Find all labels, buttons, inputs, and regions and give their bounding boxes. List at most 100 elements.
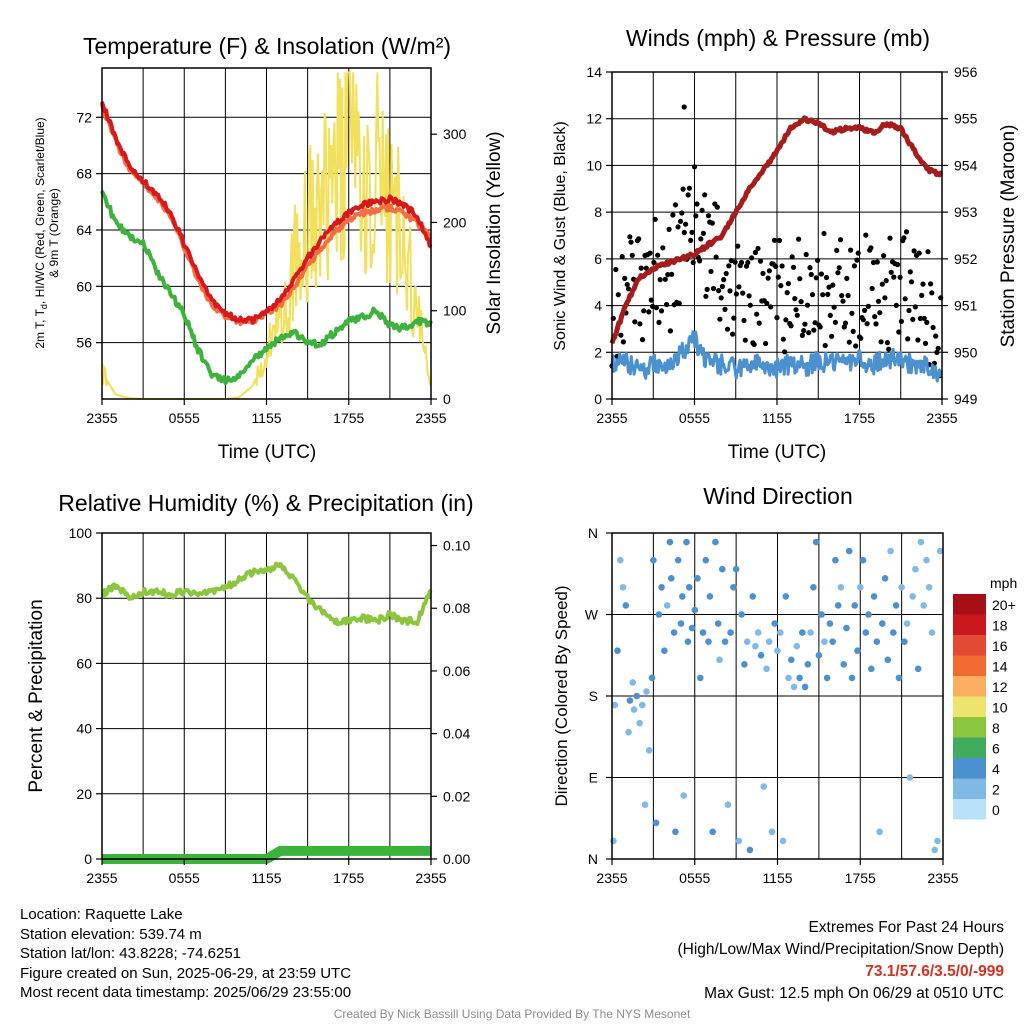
y2-tick-label: 956	[954, 64, 978, 80]
wind-direction-point	[685, 584, 693, 591]
gust-point	[851, 263, 858, 269]
gust-point	[709, 220, 715, 226]
gust-point	[872, 314, 878, 320]
gust-point	[848, 247, 854, 253]
gust-point	[920, 281, 926, 287]
gust-point	[837, 237, 844, 243]
gust-point	[864, 321, 870, 327]
wind-direction-point	[912, 565, 919, 573]
wind-direction-point	[697, 674, 704, 682]
wind-direction-point	[906, 774, 914, 781]
gust-point	[658, 308, 665, 314]
y2-tick-label: 0.04	[443, 726, 470, 742]
gust-point	[625, 286, 632, 292]
gust-point	[622, 275, 628, 281]
y2-tick-label: 953	[954, 204, 978, 220]
wind-direction-point	[691, 606, 699, 614]
wind-direction-point	[934, 837, 941, 845]
wind-direction-point	[648, 674, 656, 682]
x-tick-label: 2355	[927, 870, 958, 886]
wind-direction-point	[730, 584, 737, 591]
gust-point	[788, 323, 794, 329]
wind-direction-point	[796, 674, 803, 682]
y2-tick-label: 300	[443, 126, 467, 142]
x-tick-label: 2355	[86, 410, 117, 426]
gust-point	[865, 303, 872, 309]
gust-point	[785, 281, 792, 287]
y-tick-label: 60	[76, 655, 92, 671]
wind-direction-point	[898, 584, 905, 591]
wind-direction-point	[887, 547, 894, 555]
gust-point	[801, 328, 807, 334]
gust-point	[821, 230, 827, 237]
gust-point	[917, 315, 924, 322]
wind-direction-panel: Wind Direction 2355 0555 1155 1755 2355 N E S W N…	[552, 483, 1017, 886]
y-tick-label: S	[589, 688, 598, 704]
extremes-summary: Extremes For Past 24 Hours (High/Low/Max…	[678, 917, 1005, 1005]
x-tick-label: 2355	[415, 410, 446, 426]
wind-direction-point	[727, 629, 734, 636]
wind-direction-point	[851, 602, 858, 609]
gust-point	[766, 268, 773, 274]
gust-point	[817, 324, 823, 330]
gust-point	[901, 235, 907, 241]
wind-direction-point	[754, 629, 762, 636]
wind-direction-point	[909, 593, 916, 600]
wind-direction-point	[716, 656, 723, 664]
wind-direction-point	[862, 629, 870, 636]
gust-point	[714, 204, 720, 210]
gust-point	[615, 292, 621, 298]
wind-direction-point	[610, 837, 617, 845]
wind-direction-point	[832, 556, 839, 564]
y2-tick-label: 0.10	[443, 538, 470, 554]
gust-point	[718, 295, 724, 301]
wind-direction-point	[652, 819, 660, 827]
gust-point	[703, 293, 709, 299]
wind-direction-point	[622, 602, 630, 609]
y-tick-label: 0	[84, 851, 92, 867]
wind-direction-point	[892, 602, 900, 609]
gust-point	[846, 339, 852, 345]
gust-point	[782, 349, 788, 355]
gust-point	[813, 275, 819, 281]
winds-xlabel: Time (UTC)	[728, 442, 827, 463]
gust-point	[713, 254, 719, 260]
gust-point	[672, 202, 679, 208]
wind-direction-point	[785, 674, 792, 682]
gust-point	[798, 299, 804, 305]
wind-direction-point	[749, 593, 756, 600]
temperature-ylabel-left: 2m T, Td, HI/WC (Red, Green, Scarlet/Blu…	[33, 117, 49, 348]
gust-point	[875, 298, 882, 304]
gust-point	[686, 185, 693, 191]
wind-direction-point	[629, 679, 636, 686]
wind-direction-point	[694, 575, 701, 582]
gust-point	[731, 315, 737, 321]
gust-point	[884, 340, 891, 346]
gust-point	[655, 252, 661, 258]
winds-ylabel-left: Sonic Wind & Gust (Blue, Black)	[552, 121, 569, 350]
humidity-panel: Relative Humidity (%) & Precipitation (i…	[26, 490, 474, 886]
gust-point	[883, 278, 889, 284]
wind-direction-point	[670, 629, 678, 636]
gust-point	[643, 265, 649, 271]
wind-direction-point	[881, 575, 889, 582]
wind-direction-point	[890, 629, 897, 636]
wind-direction-point	[884, 656, 892, 664]
colorbar-label: 14	[992, 659, 1008, 675]
gust-point	[747, 302, 753, 308]
y-tick-label: 40	[76, 721, 92, 737]
gust-point	[666, 226, 672, 232]
gust-point	[656, 319, 662, 325]
gust-point	[928, 281, 934, 287]
colorbar-label: 2	[992, 782, 1000, 798]
gust-point	[756, 320, 762, 326]
gust-point	[680, 186, 686, 192]
wind-direction-point	[771, 620, 778, 627]
gust-point	[690, 259, 696, 266]
y2-tick-label: 950	[954, 344, 978, 360]
x-tick-label: 2355	[86, 870, 117, 886]
gust-point	[757, 258, 764, 264]
gust-point	[829, 333, 835, 339]
gust-point	[860, 317, 866, 323]
